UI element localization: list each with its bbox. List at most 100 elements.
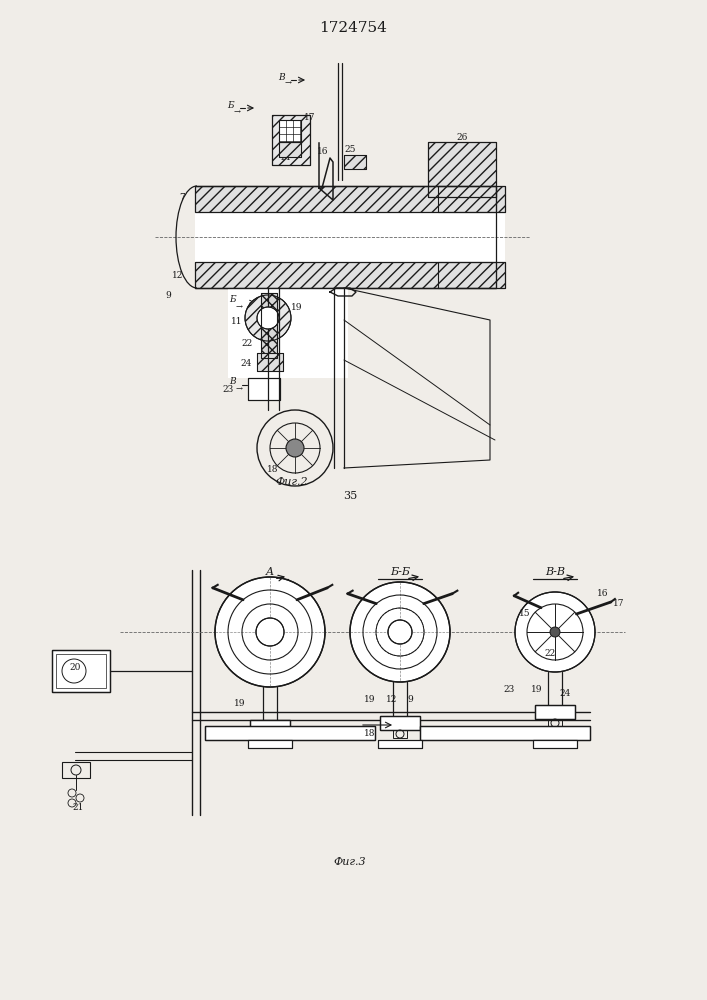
- Bar: [205, 726, 375, 740]
- Text: →: →: [233, 108, 240, 116]
- Text: 9: 9: [165, 292, 171, 300]
- Bar: [228, 288, 348, 378]
- Bar: [344, 155, 366, 169]
- Bar: [279, 142, 301, 157]
- Bar: [380, 716, 420, 730]
- Bar: [272, 115, 310, 165]
- Text: →: →: [235, 303, 243, 311]
- Text: 18: 18: [364, 728, 375, 738]
- Bar: [378, 740, 422, 748]
- Circle shape: [515, 592, 595, 672]
- Text: 11: 11: [231, 318, 243, 326]
- Bar: [250, 720, 290, 734]
- Circle shape: [286, 439, 304, 457]
- Bar: [420, 726, 590, 740]
- Bar: [378, 740, 422, 748]
- Bar: [195, 186, 505, 212]
- Bar: [393, 730, 407, 738]
- Text: B: B: [279, 73, 285, 82]
- Text: 15: 15: [519, 609, 531, 618]
- Text: 16: 16: [317, 147, 329, 156]
- Bar: [438, 262, 496, 288]
- Text: 19: 19: [291, 302, 303, 312]
- Text: 12: 12: [173, 270, 184, 279]
- Text: В-В: В-В: [545, 567, 565, 577]
- Bar: [263, 734, 277, 742]
- Bar: [195, 212, 505, 262]
- Bar: [548, 719, 562, 727]
- Bar: [279, 142, 301, 157]
- Circle shape: [256, 618, 284, 646]
- Text: 9: 9: [407, 696, 413, 704]
- Text: Б: Б: [229, 296, 236, 304]
- Text: 19: 19: [234, 700, 246, 708]
- Bar: [272, 115, 310, 165]
- Text: →: →: [235, 385, 243, 393]
- Text: Фиг.3: Фиг.3: [334, 857, 366, 867]
- Text: →: →: [284, 79, 291, 87]
- Text: 19: 19: [531, 686, 543, 694]
- Text: 22: 22: [544, 650, 556, 658]
- Text: 21: 21: [72, 804, 83, 812]
- Bar: [195, 262, 505, 288]
- Text: 35: 35: [343, 491, 357, 501]
- Text: Фиг.2: Фиг.2: [276, 477, 308, 487]
- Circle shape: [388, 620, 412, 644]
- Circle shape: [550, 627, 560, 637]
- Text: B: B: [229, 377, 236, 386]
- Bar: [248, 378, 280, 400]
- Bar: [250, 720, 290, 734]
- Bar: [248, 378, 280, 400]
- Bar: [438, 262, 496, 288]
- Text: 24: 24: [240, 359, 252, 367]
- Bar: [248, 740, 292, 748]
- Text: 23: 23: [223, 385, 233, 394]
- Bar: [533, 740, 577, 748]
- Text: 1724754: 1724754: [319, 21, 387, 35]
- Bar: [205, 726, 375, 740]
- Bar: [261, 293, 277, 358]
- Bar: [535, 705, 575, 719]
- Text: 22: 22: [241, 338, 252, 348]
- Text: 15: 15: [285, 141, 297, 150]
- Circle shape: [257, 307, 279, 329]
- Text: 23: 23: [503, 686, 515, 694]
- Bar: [535, 705, 575, 719]
- Text: A: A: [266, 567, 274, 577]
- Text: 20: 20: [69, 664, 81, 672]
- Bar: [257, 353, 283, 371]
- Circle shape: [245, 295, 291, 341]
- Bar: [195, 262, 505, 288]
- Text: 19: 19: [364, 696, 375, 704]
- Circle shape: [215, 577, 325, 687]
- Text: 16: 16: [597, 589, 609, 598]
- Bar: [533, 740, 577, 748]
- Bar: [438, 186, 496, 212]
- Text: 24: 24: [559, 690, 571, 698]
- Bar: [261, 293, 277, 358]
- Text: 26: 26: [456, 133, 468, 142]
- Bar: [248, 740, 292, 748]
- Bar: [52, 650, 110, 692]
- Text: 7: 7: [179, 192, 185, 202]
- Text: 17: 17: [304, 113, 316, 122]
- Text: 18: 18: [267, 466, 279, 475]
- Bar: [62, 762, 90, 778]
- Bar: [420, 726, 590, 740]
- Bar: [195, 186, 505, 212]
- Bar: [428, 142, 496, 197]
- Bar: [438, 186, 496, 212]
- Bar: [56, 654, 106, 688]
- Bar: [52, 650, 110, 692]
- Text: 12: 12: [386, 696, 397, 704]
- Bar: [279, 120, 301, 142]
- Circle shape: [350, 582, 450, 682]
- Text: 17: 17: [613, 599, 625, 608]
- Text: 14: 14: [280, 153, 292, 162]
- Text: 25: 25: [344, 144, 356, 153]
- Text: Б-Б: Б-Б: [390, 567, 410, 577]
- Bar: [428, 142, 496, 197]
- Bar: [257, 353, 283, 371]
- Bar: [344, 155, 366, 169]
- Text: Б: Б: [228, 101, 234, 109]
